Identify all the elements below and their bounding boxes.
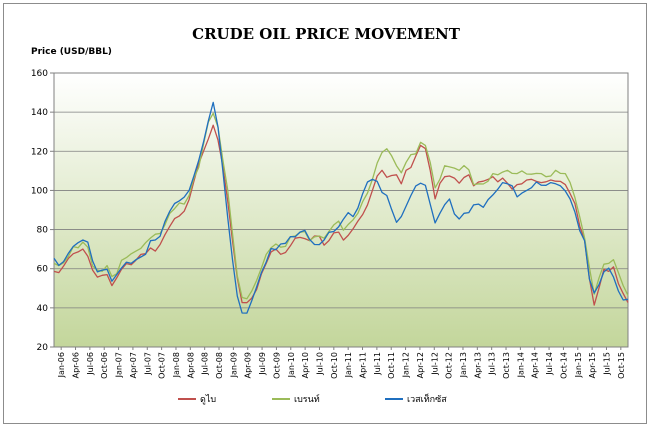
legend: ดูไบ เบรนท์ เวสเท็กซัส xyxy=(178,392,447,405)
y-axis-ticks: 20 40 60 80 100 120 140 160 xyxy=(31,69,54,353)
chart-title: CRUDE OIL PRICE MOVEMENT xyxy=(192,25,460,43)
series-line-1 xyxy=(53,112,629,300)
x-tick-label: Oct-08 xyxy=(215,352,224,379)
legend-label-1: เบรนท์ xyxy=(294,393,320,405)
y-tick-label: 20 xyxy=(37,343,49,353)
y-tick-label: 160 xyxy=(31,69,48,79)
x-tick-label: Jul-09 xyxy=(258,352,267,376)
series-line-0 xyxy=(53,124,629,306)
x-tick-label: Oct-06 xyxy=(100,352,109,379)
x-tick-label: Jul-08 xyxy=(201,352,210,376)
x-tick-label: Apr-08 xyxy=(186,352,195,378)
x-tick-label: Jul-10 xyxy=(315,352,324,376)
y-tick-label: 100 xyxy=(31,186,48,196)
x-tick-label: Jul-07 xyxy=(143,352,152,376)
grid-lines xyxy=(54,111,628,309)
x-tick-label: Apr-12 xyxy=(416,352,425,378)
x-tick-label: Jan-06 xyxy=(57,352,66,378)
x-tick-label: Apr-09 xyxy=(244,352,253,378)
x-tick-label: Apr-14 xyxy=(531,352,540,378)
x-tick-label: Jul-06 xyxy=(86,352,95,376)
x-tick-label: Jan-08 xyxy=(172,352,181,378)
y-axis-label: Price (USD/BBL) xyxy=(31,47,112,57)
x-tick-label: Jul-11 xyxy=(373,352,382,376)
x-tick-label: Jan-09 xyxy=(229,352,238,378)
x-tick-label: Apr-06 xyxy=(72,352,81,378)
x-tick-label: Oct-13 xyxy=(502,352,511,379)
x-tick-label: Apr-13 xyxy=(473,352,482,378)
x-tick-label: Oct-09 xyxy=(272,352,281,379)
x-tick-label: Jan-07 xyxy=(115,352,124,378)
x-tick-label: Oct-15 xyxy=(617,352,626,379)
x-tick-label: Jul-12 xyxy=(430,352,439,376)
x-tick-label: Oct-12 xyxy=(445,352,454,379)
y-tick-label: 40 xyxy=(37,304,49,314)
y-tick-label: 140 xyxy=(31,108,48,118)
x-tick-label: Jul-15 xyxy=(602,352,611,376)
x-tick-label: Oct-11 xyxy=(387,352,396,379)
x-tick-label: Apr-15 xyxy=(588,352,597,378)
x-tick-label: Oct-07 xyxy=(158,352,167,379)
x-tick-label: Jul-14 xyxy=(545,352,554,376)
x-axis-ticks: Jan-06 Apr-06 Jul-06 Oct-06 Jan-07 Apr-07 Jul-… xyxy=(57,347,626,379)
x-tick-label: Jul-13 xyxy=(488,352,497,376)
legend-label-0: ดูไบ xyxy=(200,394,216,405)
x-tick-label: Apr-11 xyxy=(359,352,368,378)
y-tick-label: 60 xyxy=(37,265,49,275)
x-tick-label: Oct-10 xyxy=(330,352,339,379)
x-tick-label: Apr-07 xyxy=(129,352,138,378)
x-tick-label: Jan-15 xyxy=(574,352,583,378)
y-tick-label: 120 xyxy=(31,147,48,157)
series-line-2 xyxy=(53,101,629,314)
x-tick-label: Apr-10 xyxy=(301,352,310,378)
x-tick-label: Jan-10 xyxy=(287,352,296,378)
series-lines xyxy=(53,101,629,314)
legend-label-2: เวสเท็กซัส xyxy=(407,392,447,405)
x-tick-label: Jan-12 xyxy=(402,352,411,378)
plot-area xyxy=(53,72,629,348)
y-tick-label: 80 xyxy=(37,226,49,236)
x-tick-label: Jan-11 xyxy=(344,352,353,378)
x-tick-label: Jan-14 xyxy=(516,352,525,378)
x-tick-label: Jan-13 xyxy=(459,352,468,378)
x-tick-label: Oct-14 xyxy=(559,352,568,379)
